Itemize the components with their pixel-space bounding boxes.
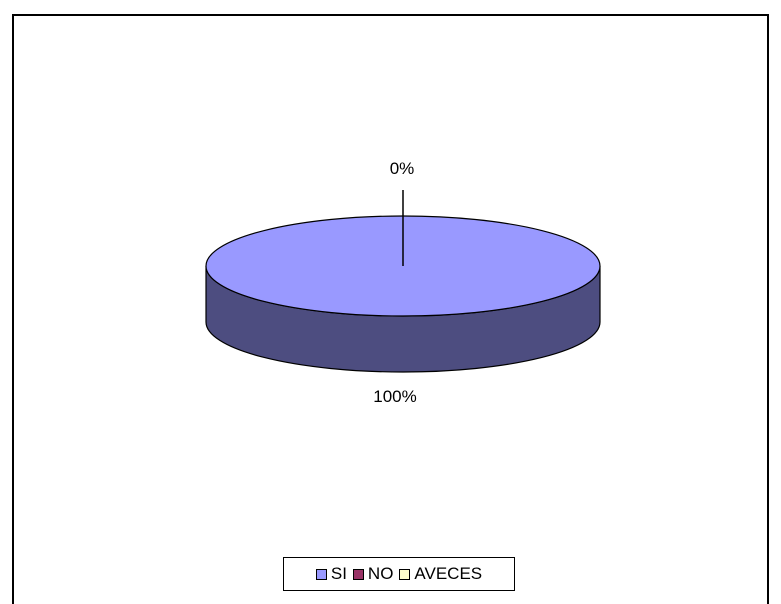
- legend-item-aveces: AVECES: [399, 564, 482, 584]
- legend: SI NO AVECES: [283, 557, 515, 591]
- legend-label-no: NO: [367, 564, 394, 583]
- legend-label-si: SI: [330, 564, 347, 583]
- legend-item-no: NO: [352, 564, 394, 584]
- data-label-no: 0%: [390, 159, 415, 178]
- legend-swatch-si: [315, 568, 327, 580]
- data-label-si: 100%: [373, 387, 416, 406]
- legend-swatch-aveces: [399, 568, 411, 580]
- legend-item-si: SI: [315, 564, 347, 584]
- legend-swatch-no: [352, 568, 364, 580]
- legend-label-aveces: AVECES: [414, 564, 483, 583]
